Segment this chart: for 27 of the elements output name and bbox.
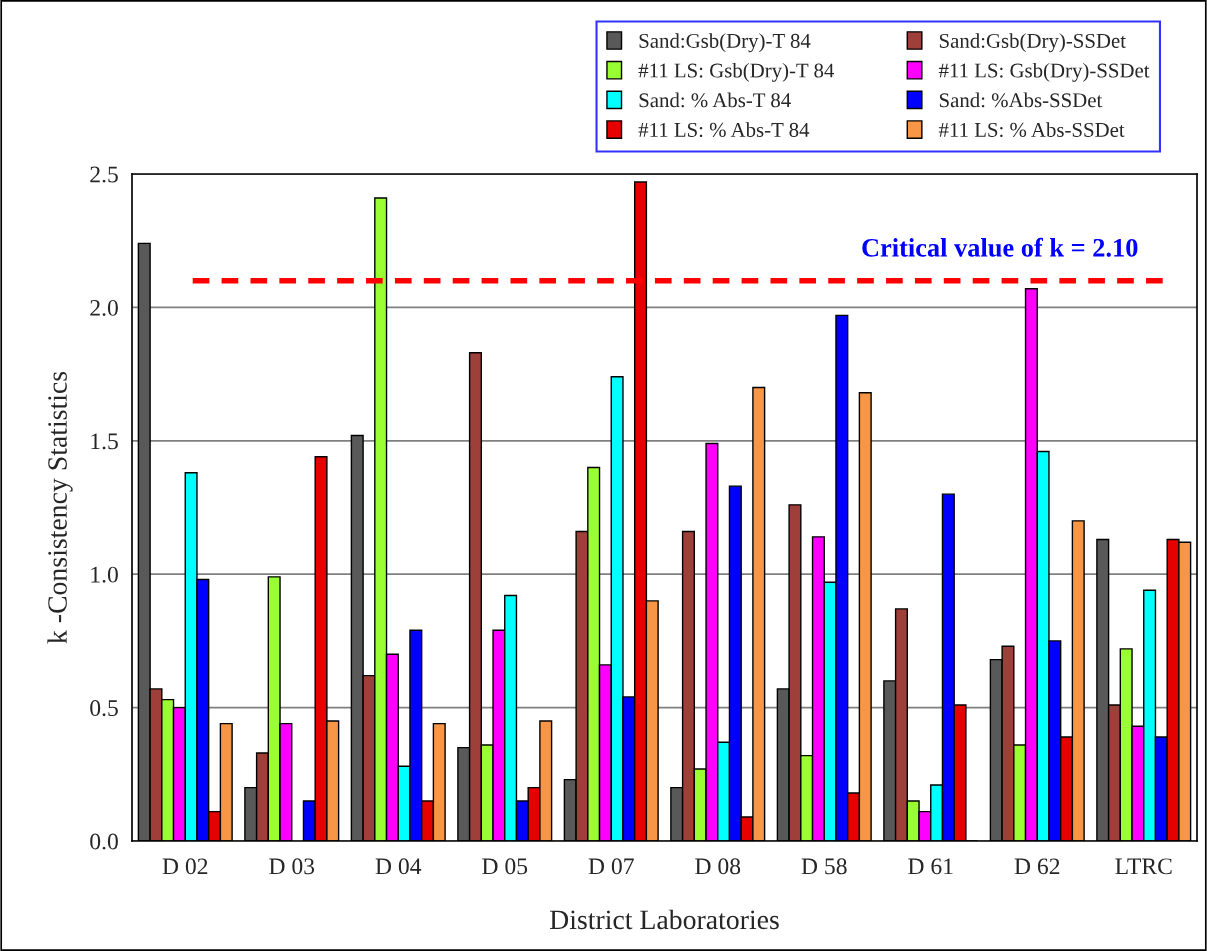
y-axis-title: k -Consistency Statistics: [47, 371, 73, 644]
legend-label: #11 LS: % Abs-T 84: [638, 122, 810, 138]
x-tick-label: D 04: [375, 858, 422, 875]
x-tick-label: D 03: [269, 858, 315, 875]
x-tick-label: LTRC: [1115, 858, 1172, 875]
legend-label: Sand: % Abs-T 84: [639, 92, 791, 108]
y-tick-label: 0.0: [90, 833, 118, 850]
x-tick-label: D 05: [482, 858, 528, 875]
legend-label: #11 LS: % Abs-SSDet: [938, 122, 1125, 138]
ref-line-label: Critical value of k = 2.10: [862, 237, 1138, 257]
y-tick-label: 2.0: [90, 299, 118, 316]
legend-label: Sand:Gsb(Dry)-T 84: [639, 33, 811, 53]
legend-label: #11 LS: Gsb(Dry)-T 84: [638, 62, 835, 82]
legend-label: Sand: %Abs-SSDet: [939, 92, 1103, 108]
x-tick-label: D 58: [801, 858, 847, 875]
y-tick-label: 0.5: [90, 700, 118, 717]
x-tick-label: D 07: [588, 858, 634, 875]
x-tick-label: D 08: [695, 858, 741, 875]
y-tick-label: 1.5: [91, 433, 118, 450]
x-tick-label: D 02: [162, 858, 208, 875]
y-tick-label: 2.5: [90, 166, 118, 183]
y-tick-label: 1.0: [91, 566, 118, 583]
legend-label: Sand:Gsb(Dry)-SSDet: [939, 33, 1126, 53]
x-axis-title: District Laboratories: [549, 909, 779, 930]
x-tick-label: D 62: [1014, 858, 1060, 875]
x-tick-label: D 61: [908, 858, 953, 875]
legend-label: #11 LS: Gsb(Dry)-SSDet: [938, 62, 1150, 82]
